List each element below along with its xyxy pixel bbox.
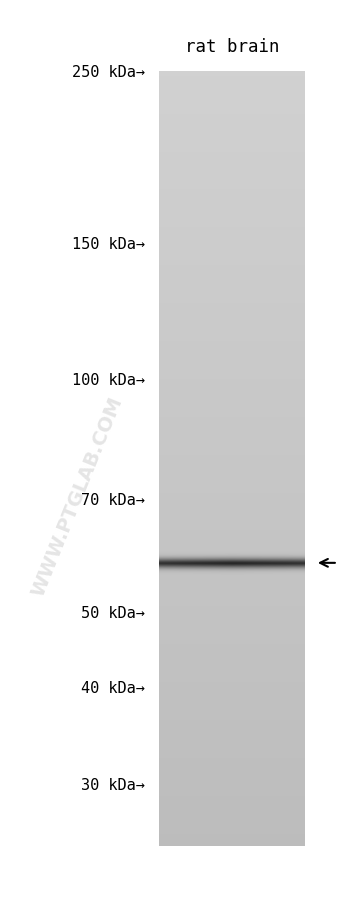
Text: 250 kDa→: 250 kDa→ — [72, 65, 145, 79]
Text: 30 kDa→: 30 kDa→ — [81, 778, 145, 792]
Text: 70 kDa→: 70 kDa→ — [81, 492, 145, 508]
Text: 100 kDa→: 100 kDa→ — [72, 373, 145, 388]
Text: 150 kDa→: 150 kDa→ — [72, 236, 145, 252]
Text: WWW.PTGLAB.COM: WWW.PTGLAB.COM — [28, 393, 126, 599]
Text: 40 kDa→: 40 kDa→ — [81, 681, 145, 695]
Text: 50 kDa→: 50 kDa→ — [81, 605, 145, 621]
Text: rat brain: rat brain — [185, 38, 279, 56]
